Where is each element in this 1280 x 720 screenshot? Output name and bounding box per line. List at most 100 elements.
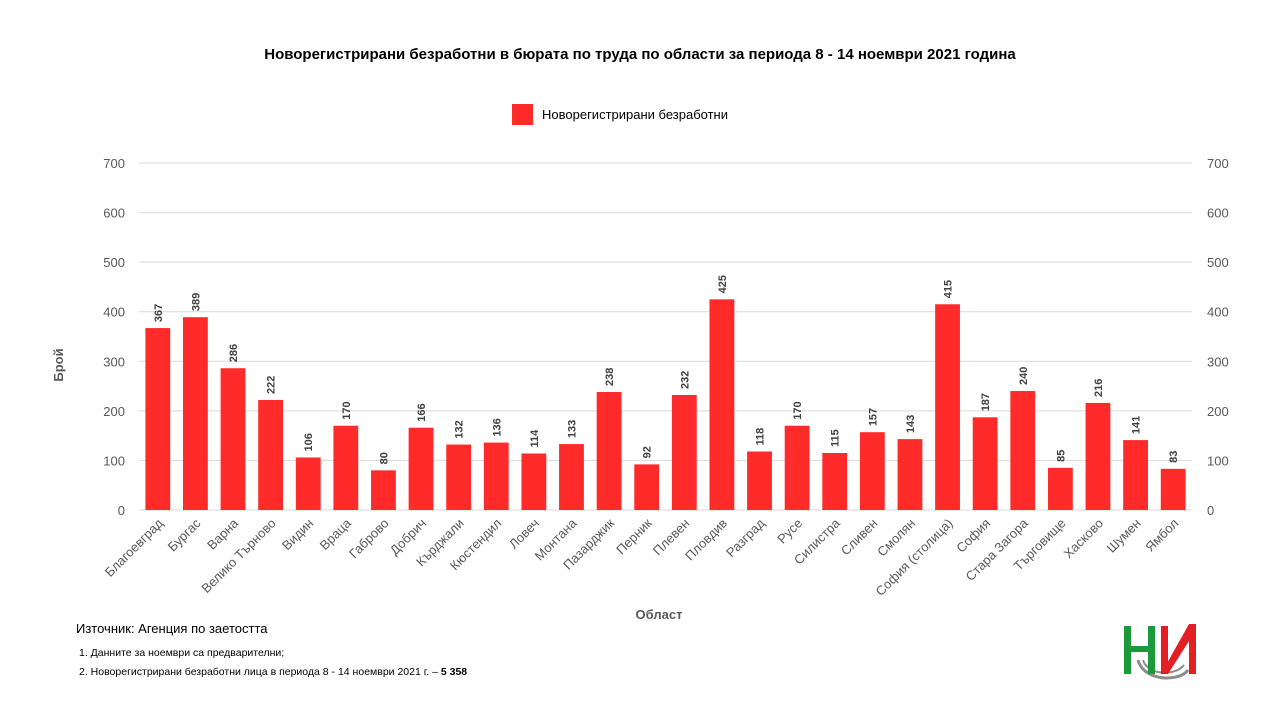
bar [972, 417, 998, 510]
x-tick-label: Ловеч [506, 516, 542, 552]
nsi-logo-icon [1124, 624, 1196, 680]
y-tick-label-left: 200 [103, 404, 125, 419]
bar [897, 439, 923, 510]
y-tick-label-left: 600 [103, 206, 125, 221]
bar-value-label: 83 [1168, 451, 1180, 463]
x-tick-label: Перник [613, 515, 655, 557]
footnote-2-text: 2. Новорегистрирани безработни лица в пе… [79, 666, 441, 678]
footnote-1: 1. Данните за ноември са предварителни; [79, 647, 285, 659]
bar [1010, 391, 1036, 510]
bar-value-label: 170 [792, 401, 804, 419]
y-tick-label-right: 200 [1207, 404, 1229, 419]
footnote-2: 2. Новорегистрирани безработни лица в пе… [79, 663, 467, 682]
bar-value-label: 187 [980, 393, 992, 411]
bar-value-label: 286 [228, 344, 240, 362]
bar-value-label: 240 [1018, 367, 1030, 385]
bar [295, 457, 321, 510]
y-tick-label-left: 700 [103, 156, 125, 171]
x-axis-title: Област [636, 607, 683, 622]
bar-value-label: 415 [943, 280, 955, 298]
y-axis-title: Брой [51, 348, 66, 381]
bar-value-label: 114 [529, 429, 541, 448]
bar-value-label: 143 [905, 415, 917, 433]
bar-value-label: 141 [1131, 416, 1143, 434]
y-tick-label-left: 0 [118, 503, 125, 518]
bar-value-label: 425 [717, 275, 729, 293]
x-tick-label: Сливен [838, 516, 881, 559]
bar-value-label: 132 [454, 420, 466, 438]
x-tick-label: Пловдив [682, 515, 730, 563]
y-tick-label-right: 700 [1207, 156, 1229, 171]
bar [145, 328, 171, 510]
data-labels: 367 389 286 222 106 170 80 166 132 136 114 133 238 92… [153, 275, 1180, 464]
bar [408, 427, 434, 510]
bar-value-label: 80 [378, 452, 390, 464]
bar-value-label: 136 [491, 418, 503, 436]
y-tick-label-right: 100 [1207, 453, 1229, 468]
bar [521, 453, 547, 510]
bar [859, 432, 885, 510]
source-note: Източник: Агенция по заетостта [76, 621, 268, 636]
bar [371, 470, 396, 510]
legend-label: Новорегистрирани безработни [542, 107, 728, 122]
y-tick-label-right: 400 [1207, 305, 1229, 320]
bar-value-label: 115 [830, 429, 842, 447]
bar-value-label: 118 [755, 428, 767, 446]
y-tick-label-left: 100 [103, 453, 125, 468]
bar [333, 425, 359, 510]
x-tick-label: Ямбол [1142, 516, 1181, 555]
footnote-2-total: 5 358 [440, 666, 468, 678]
y-tick-label-left: 300 [103, 354, 125, 369]
bar-value-label: 367 [153, 304, 165, 322]
bar-value-label: 216 [1093, 379, 1105, 397]
bar-value-label: 106 [303, 433, 315, 451]
bar [822, 452, 848, 510]
x-tick-label: Габрово [346, 516, 392, 562]
x-tick-label: Шумен [1104, 516, 1144, 556]
bar [183, 317, 208, 510]
bars [145, 299, 1186, 510]
bar [559, 444, 584, 510]
bar [671, 394, 697, 510]
bar-value-label: 238 [604, 368, 616, 386]
bar [220, 368, 246, 510]
bar-value-label: 133 [566, 420, 578, 438]
bar-value-label: 92 [642, 446, 654, 458]
bar-value-label: 389 [190, 293, 202, 311]
y-tick-label-left: 400 [103, 305, 125, 320]
bar [747, 451, 772, 510]
y-tick-label-left: 500 [103, 255, 125, 270]
bar-value-label: 170 [341, 401, 353, 419]
bar [446, 444, 472, 510]
bar [596, 392, 622, 510]
x-tick-label: Русе [774, 516, 805, 547]
bar [258, 399, 284, 510]
bar [1123, 440, 1148, 510]
bar [709, 299, 735, 510]
y-tick-label-right: 0 [1207, 503, 1214, 518]
y-tick-label-right: 600 [1207, 206, 1229, 221]
y-axis-left: 0 100 200 300 400 500 600 700 [103, 156, 125, 518]
x-tick-label: Хасково [1061, 516, 1107, 562]
x-tick-label: Видин [279, 516, 316, 553]
legend-swatch [512, 104, 533, 125]
bar [1160, 468, 1186, 510]
y-axis-right: 0 100 200 300 400 500 600 700 [1207, 156, 1229, 518]
bar [1085, 402, 1111, 510]
x-tick-label: Благоевград [102, 515, 167, 580]
chart-title: Новорегистрирани безработни в бюрата по … [264, 46, 1016, 63]
bar-value-label: 166 [416, 403, 428, 421]
x-tick-label: Бургас [165, 515, 204, 554]
y-tick-label-right: 500 [1207, 255, 1229, 270]
bar-value-label: 157 [867, 408, 879, 426]
x-tick-label: Разград [723, 515, 768, 560]
bar-value-label: 222 [266, 376, 278, 394]
y-tick-label-right: 300 [1207, 354, 1229, 369]
bar [483, 442, 509, 510]
bar [634, 464, 660, 510]
footnotes: 1. Данните за ноември са предварителни; … [79, 644, 467, 682]
bar-value-label: 232 [679, 371, 691, 389]
chart-legend: Новорегистрирани безработни [512, 104, 728, 125]
